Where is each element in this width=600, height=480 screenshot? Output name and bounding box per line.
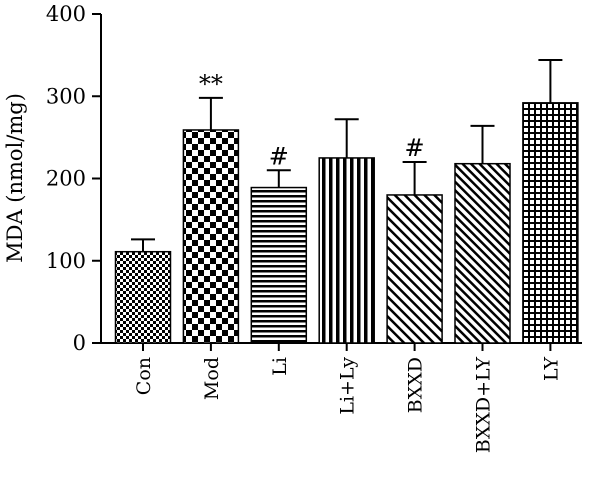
x-tick-label: Li+Ly <box>337 357 359 415</box>
bar <box>454 162 511 344</box>
x-tick-label: Mod <box>201 357 223 400</box>
bar <box>114 250 172 344</box>
bars: ** # # <box>114 59 579 344</box>
bar <box>386 194 443 344</box>
bar-group: # <box>386 134 443 344</box>
significance-label: ** <box>199 70 223 98</box>
significance-label: # <box>269 142 289 170</box>
x-tick-label: BXXD <box>405 357 427 413</box>
bar <box>182 129 240 344</box>
bar <box>250 186 308 344</box>
bar-group <box>522 59 579 344</box>
y-ticks: 0 100 200 300 400 <box>46 2 101 355</box>
bar-group <box>114 238 172 344</box>
bar-group: ** <box>182 70 240 344</box>
y-tick-label: 300 <box>46 84 86 108</box>
x-tick-label: Li <box>269 357 291 376</box>
bar <box>318 157 375 344</box>
x-tick-label: BXXD+LY <box>473 357 495 454</box>
y-tick-label: 100 <box>46 249 86 273</box>
bar-group <box>454 124 511 344</box>
x-tick-label: LY <box>540 357 562 381</box>
bar-group: # <box>250 142 308 344</box>
bar-group <box>318 118 375 344</box>
bar <box>522 102 579 344</box>
y-axis-label: MDA (nmol/mg) <box>3 93 27 263</box>
x-ticks: Con Mod Li Li+Ly BXXD BXXD+LY LY <box>133 343 562 453</box>
y-tick-label: 200 <box>46 167 86 191</box>
x-tick-label: Con <box>133 357 155 395</box>
y-tick-label: 400 <box>46 2 86 26</box>
significance-label: # <box>405 134 425 162</box>
y-tick-label: 0 <box>73 331 86 355</box>
